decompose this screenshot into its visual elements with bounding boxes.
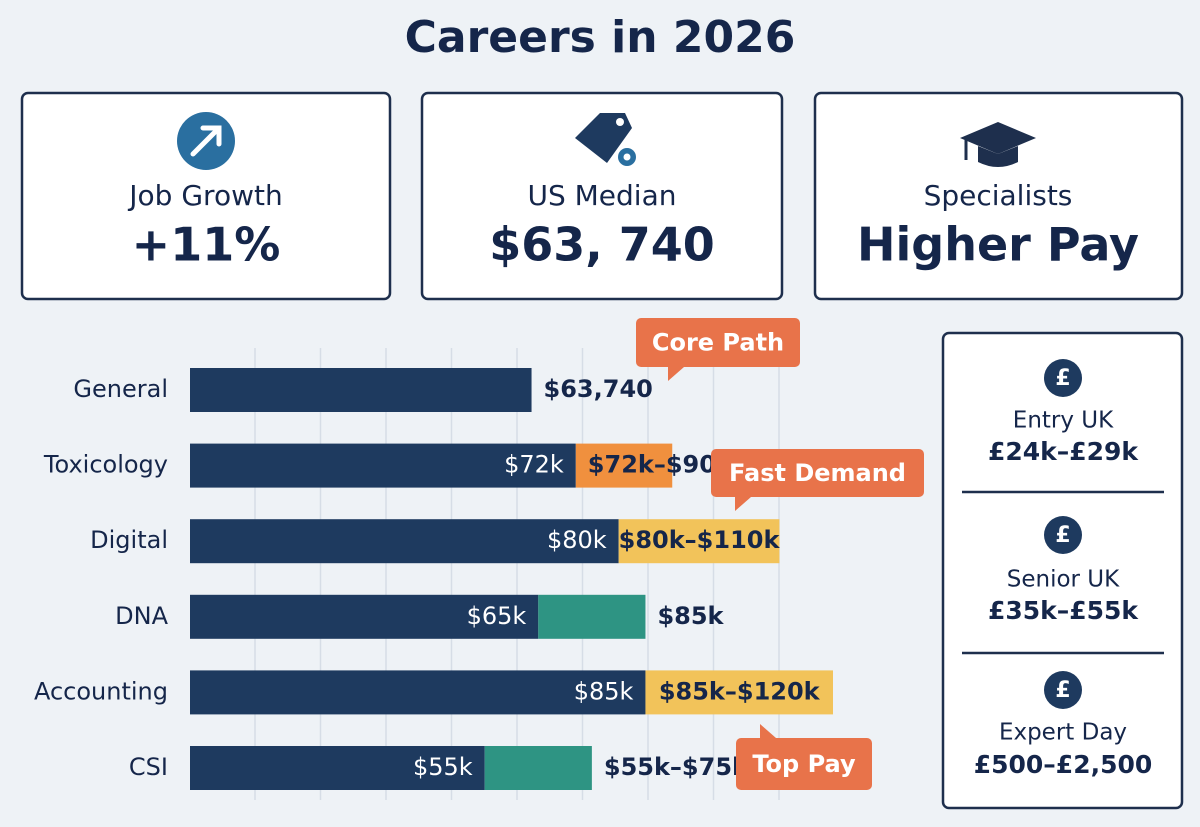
callout-tail [760,724,776,738]
end-label: $72k–$90k [588,451,733,479]
card-value: +11% [132,218,281,272]
icon-glyph: £ [1055,523,1070,548]
pound-icon [1044,359,1082,397]
end-label: $80k–$110k [619,526,781,554]
card-value: $63, 740 [489,218,715,272]
panel-value: £24k–£29k [988,437,1139,466]
panel-label: Expert Day [999,720,1127,746]
range-bar [538,594,646,639]
card-label: US Median [527,179,676,212]
page-title: Careers in 2026 [405,12,796,63]
card [813,91,1184,301]
card-value: Higher Pay [857,218,1139,272]
icon-glyph: £ [1055,366,1070,391]
range-bar [618,519,780,564]
graduation-cap-icon [960,122,1036,167]
card-label: Job Growth [127,179,282,212]
bar-label: $65k [467,602,527,630]
callout-tail [735,497,751,511]
pound-icon [1044,671,1082,709]
y-tick-label: CSI [129,753,168,781]
y-tick-label: Toxicology [43,451,168,479]
price-tag-icon [575,113,636,166]
icon-glyph: £ [1055,678,1070,703]
growth-icon [177,112,235,170]
y-tick-label: General [73,375,168,403]
y-tick-label: Accounting [34,677,168,705]
panel-value: £35k–£55k [988,596,1139,625]
card [420,91,784,301]
pound-icon [1044,516,1082,554]
bar-label: $55k [413,753,473,781]
card [20,91,392,301]
bar-label: $72k [504,451,564,479]
panel-label: Senior UK [1007,567,1120,593]
bar [190,519,619,564]
panel-value: £500–£2,500 [974,750,1153,779]
end-label: $85k–$120k [659,677,821,705]
bar [190,746,485,790]
bar-label: $85k [574,677,634,705]
callout-box [711,449,924,497]
callout-label: Top Pay [752,750,856,778]
callout-label: Fast Demand [729,459,906,487]
bar [190,368,532,412]
y-tick-label: DNA [115,602,168,630]
bar [190,670,646,715]
range-bar [575,443,673,488]
y-tick-label: Digital [90,526,168,554]
end-label: $55k–$75k [604,753,749,781]
bar [190,594,539,639]
callout-tail [668,367,684,381]
range-bar [645,670,833,715]
card-label: Specialists [924,179,1073,212]
side-panel [941,331,1184,810]
range-bar [484,746,592,790]
bar [190,443,576,488]
bar-label: $80k [547,526,607,554]
callout-box [736,738,872,790]
callout-box [636,318,800,367]
panel-label: Entry UK [1013,408,1114,434]
end-label: $85k [657,602,724,630]
end-label: $63,740 [544,375,653,403]
callout-label: Core Path [652,329,784,357]
